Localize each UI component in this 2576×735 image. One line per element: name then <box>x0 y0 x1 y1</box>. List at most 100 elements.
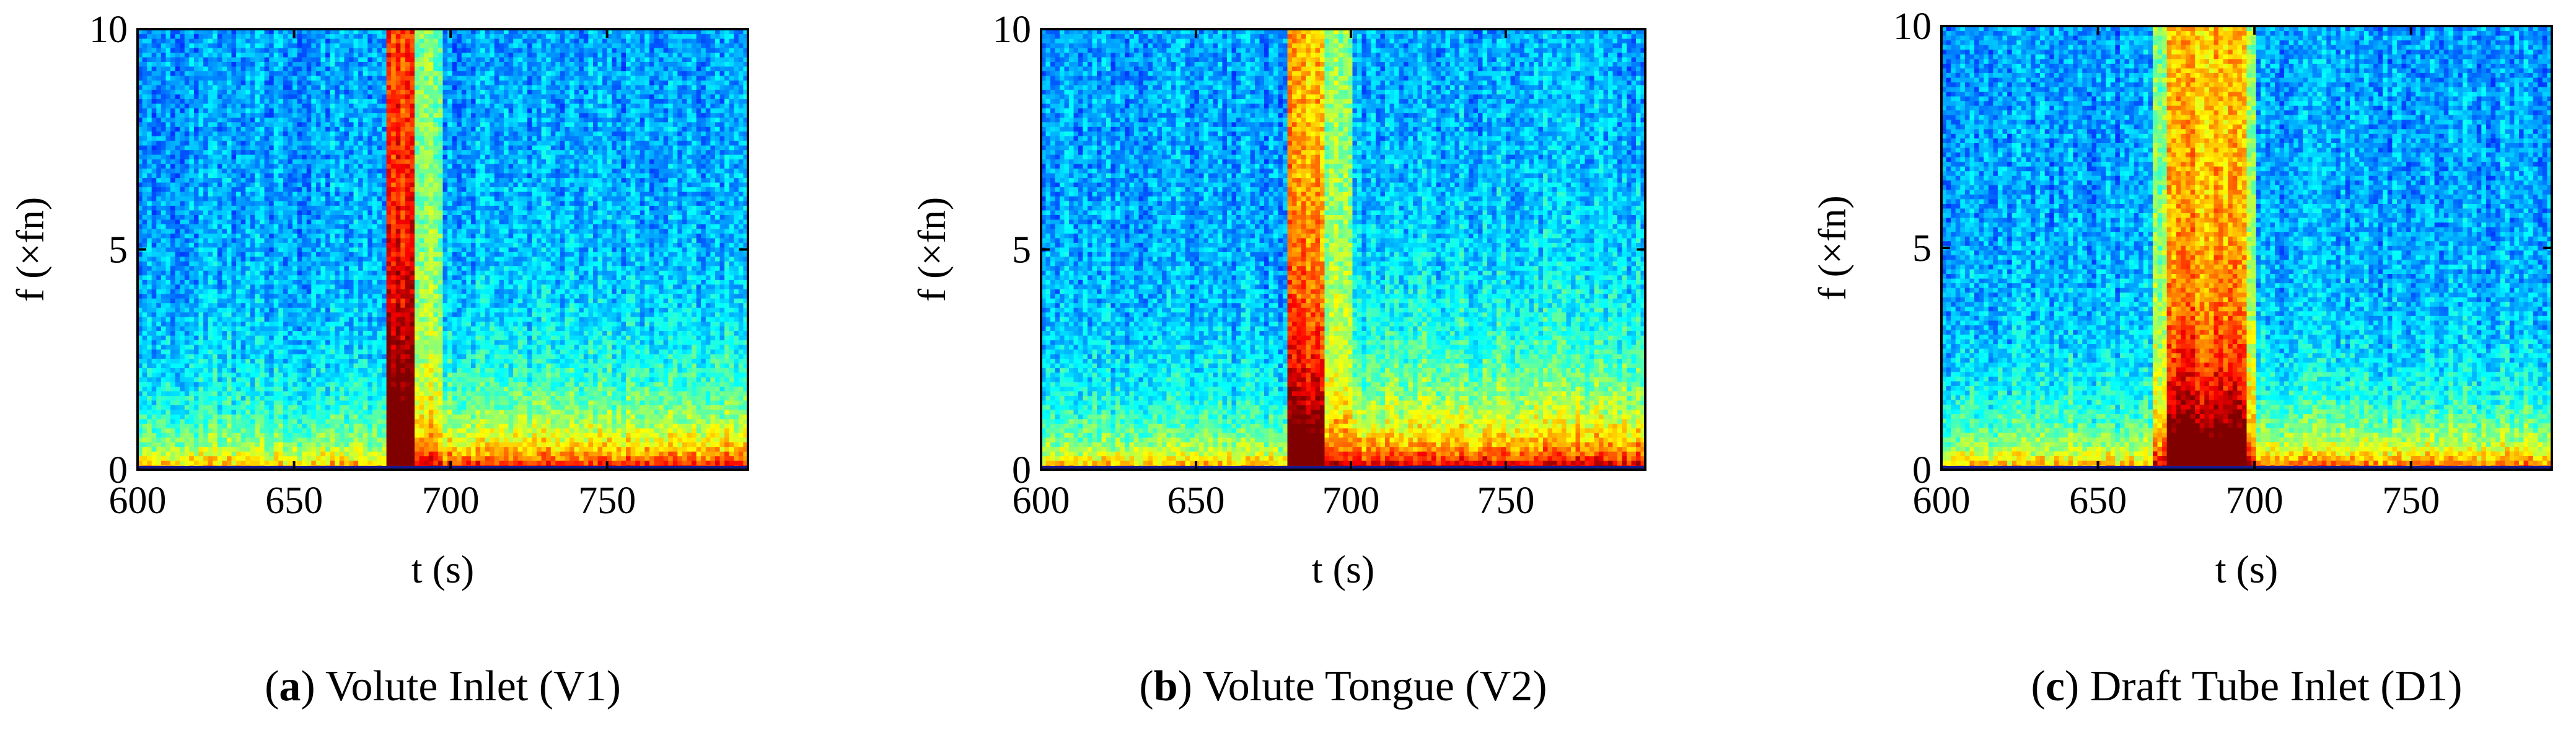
spectrogram-cell <box>292 224 297 229</box>
spectrogram-cell <box>292 136 297 141</box>
spectrogram-cell <box>292 38 297 43</box>
spectrogram-cell <box>203 224 208 229</box>
spectrogram-cell <box>307 284 312 289</box>
spectrogram-cell <box>245 428 250 433</box>
spectrogram-cell <box>185 233 190 238</box>
spectrogram-cell <box>288 400 293 405</box>
spectrogram-cell <box>269 173 274 178</box>
spectrogram-cell <box>147 326 152 331</box>
spectrogram-cell <box>218 99 222 103</box>
spectrogram-cell <box>278 456 283 461</box>
spectrogram-cell <box>227 173 232 178</box>
spectrogram-cell <box>189 368 194 372</box>
spectrogram-cell <box>152 335 157 340</box>
spectrogram-cell <box>288 131 293 136</box>
spectrogram-cell <box>241 219 246 224</box>
spectrogram-cell <box>260 76 265 81</box>
spectrogram-cell <box>255 275 260 280</box>
spectrogram-cell <box>222 410 227 415</box>
spectrogram-cell <box>180 182 185 187</box>
spectrogram-cell <box>265 164 270 169</box>
spectrogram-cell <box>321 136 326 141</box>
spectrogram-cell <box>321 447 326 452</box>
spectrogram-cell <box>265 103 270 108</box>
spectrogram-cell <box>278 322 283 327</box>
spectrogram-cell <box>250 326 255 331</box>
spectrogram-cell <box>316 279 321 284</box>
spectrogram-cell <box>232 322 237 327</box>
spectrogram-cell <box>227 178 232 183</box>
spectrogram-cell <box>218 423 222 428</box>
spectrogram-cell <box>232 438 237 442</box>
spectrogram-cell <box>260 303 265 308</box>
spectrogram-cell <box>269 66 274 71</box>
spectrogram-cell <box>250 270 255 275</box>
spectrogram-cell <box>147 438 152 442</box>
spectrogram-cell <box>330 233 335 238</box>
spectrogram-cell <box>265 150 270 155</box>
spectrogram-cell <box>166 433 171 438</box>
spectrogram-cell <box>311 154 316 159</box>
spectrogram-cell <box>218 284 222 289</box>
spectrogram-cell <box>218 405 222 410</box>
spectrogram-cell <box>161 326 166 331</box>
spectrogram-cell <box>269 52 274 57</box>
spectrogram-cell <box>222 48 227 53</box>
spectrogram-cell <box>227 331 232 336</box>
spectrogram-cell <box>170 423 175 428</box>
spectrogram-cell <box>307 182 312 187</box>
spectrogram-cell <box>236 214 241 219</box>
spectrogram-cell <box>335 141 340 146</box>
spectrogram-cell <box>260 252 265 257</box>
spectrogram-cell <box>156 363 161 368</box>
spectrogram-cell <box>208 400 213 405</box>
spectrogram-cell <box>156 131 161 136</box>
spectrogram-cell <box>269 317 274 322</box>
spectrogram-cell <box>245 150 250 155</box>
spectrogram-cell <box>189 80 194 85</box>
spectrogram-cell <box>260 136 265 141</box>
spectrogram-cell <box>283 428 288 433</box>
spectrogram-cell <box>245 178 250 183</box>
spectrogram-cell <box>236 224 241 229</box>
spectrogram-cell <box>255 312 260 317</box>
spectrogram-cell <box>166 363 171 368</box>
spectrogram-cell <box>321 456 326 461</box>
spectrogram-cell <box>311 307 316 312</box>
spectrogram-cell <box>283 438 288 442</box>
spectrogram-cell <box>283 201 288 206</box>
spectrogram-cell <box>218 159 222 164</box>
spectrogram-cell <box>288 335 293 340</box>
spectrogram-cell <box>325 428 330 433</box>
spectrogram-cell <box>283 108 288 113</box>
spectrogram-cell <box>297 279 302 284</box>
spectrogram-cell <box>170 456 175 461</box>
spectrogram-cell <box>245 289 250 294</box>
spectrogram-cell <box>330 275 335 280</box>
spectrogram-cell <box>227 284 232 289</box>
spectrogram-cell <box>170 460 175 465</box>
spectrogram-cell <box>213 150 218 155</box>
spectrogram-cell <box>255 229 260 234</box>
spectrogram-cell <box>265 131 270 136</box>
spectrogram-cell <box>297 460 302 465</box>
spectrogram-cell <box>265 428 270 433</box>
spectrogram-cell <box>321 266 326 271</box>
spectrogram-cell <box>274 80 279 85</box>
spectrogram-cell <box>311 113 316 118</box>
spectrogram-cell <box>260 122 265 127</box>
spectrogram-cell <box>302 99 307 103</box>
spectrogram-cell <box>222 66 227 71</box>
spectrogram-cell <box>245 447 250 452</box>
spectrogram-cell <box>218 85 222 90</box>
spectrogram-cell <box>316 224 321 229</box>
spectrogram-cell <box>199 331 204 336</box>
spectrogram-cell <box>170 34 175 39</box>
spectrogram-cell <box>288 275 293 280</box>
spectrogram-cell <box>170 257 175 262</box>
spectrogram-cell <box>185 108 190 113</box>
spectrogram-cell <box>278 224 283 229</box>
spectrogram-cell <box>292 242 297 247</box>
spectrogram-cell <box>175 423 180 428</box>
spectrogram-cell <box>302 335 307 340</box>
